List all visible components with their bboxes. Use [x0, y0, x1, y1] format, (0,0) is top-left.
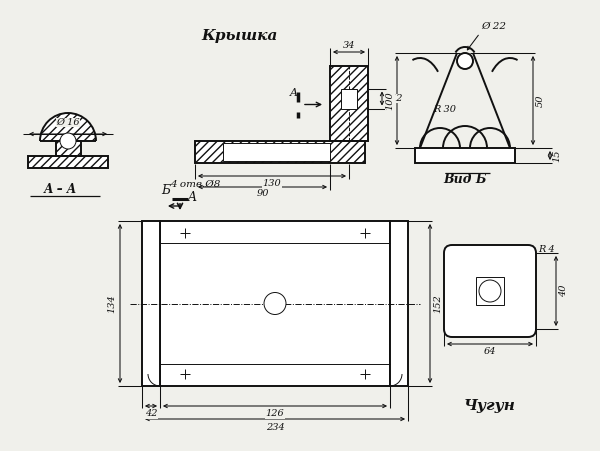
- Bar: [195, 141, 365, 163]
- Text: Б: Б: [161, 184, 170, 197]
- Bar: [28, 156, 108, 168]
- Text: 234: 234: [266, 423, 284, 432]
- Circle shape: [479, 280, 501, 302]
- Bar: [330, 66, 368, 141]
- Text: A: A: [290, 87, 298, 97]
- Text: 134: 134: [107, 294, 116, 313]
- Bar: [195, 141, 365, 163]
- Bar: [28, 156, 108, 168]
- Text: 152: 152: [433, 294, 443, 313]
- Text: Ø 22: Ø 22: [481, 22, 506, 31]
- Text: 130: 130: [263, 179, 281, 188]
- Text: 90: 90: [256, 189, 269, 198]
- Text: Ø 16: Ø 16: [56, 118, 80, 127]
- Text: 42: 42: [145, 410, 157, 419]
- Text: Крышка: Крышка: [202, 29, 278, 43]
- Text: R 4: R 4: [538, 245, 555, 254]
- Bar: [390, 221, 408, 386]
- Bar: [28, 156, 108, 168]
- Text: A: A: [188, 191, 197, 204]
- Text: 64: 64: [484, 348, 496, 356]
- Bar: [223, 143, 330, 161]
- Text: 4 отв.Ø8: 4 отв.Ø8: [170, 180, 220, 189]
- Bar: [56, 141, 80, 156]
- Text: R 30: R 30: [433, 106, 456, 115]
- Bar: [476, 277, 504, 305]
- FancyBboxPatch shape: [444, 245, 536, 337]
- Text: 12: 12: [390, 94, 403, 103]
- Text: Чугун: Чугун: [464, 399, 516, 413]
- Text: А – А: А – А: [43, 183, 77, 196]
- Text: 50: 50: [536, 94, 545, 107]
- Circle shape: [457, 53, 473, 69]
- Text: Вид Б: Вид Б: [443, 173, 487, 186]
- Bar: [415, 148, 515, 163]
- Circle shape: [264, 293, 286, 314]
- Bar: [142, 221, 160, 386]
- Bar: [330, 66, 368, 141]
- Bar: [160, 221, 390, 386]
- Polygon shape: [40, 113, 96, 141]
- Text: 15: 15: [553, 149, 562, 162]
- Bar: [341, 88, 357, 109]
- Circle shape: [60, 133, 76, 149]
- Text: 126: 126: [266, 410, 284, 419]
- Text: 40: 40: [560, 285, 569, 297]
- Bar: [56, 141, 80, 156]
- Text: 100: 100: [386, 91, 395, 110]
- Bar: [330, 66, 368, 141]
- Bar: [195, 141, 365, 163]
- Bar: [56, 141, 80, 156]
- Text: 34: 34: [343, 41, 355, 51]
